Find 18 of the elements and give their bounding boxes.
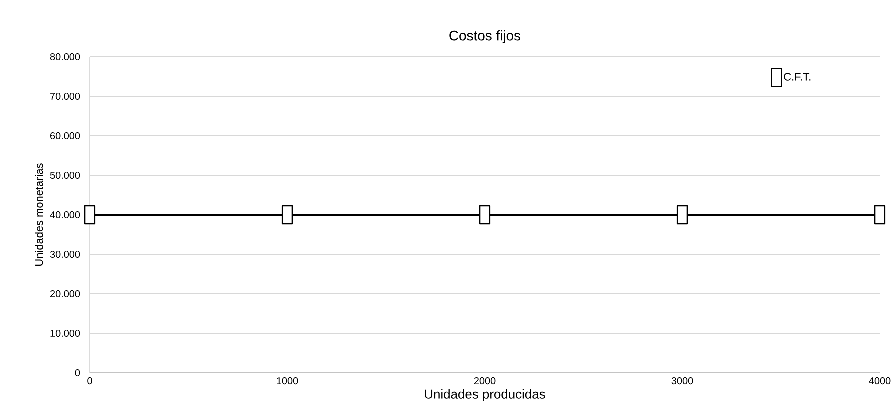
y-tick-label: 60.000 (50, 132, 80, 140)
y-tick-label: 10.000 (50, 330, 80, 338)
y-tick-label: 70.000 (50, 92, 80, 100)
x-tick-label: 2000 (474, 378, 496, 385)
legend-label: C.F.T. (784, 73, 811, 81)
x-tick-label: 3000 (672, 378, 694, 385)
x-tick-label: 4000 (869, 378, 891, 385)
x-tick-label: 1000 (277, 378, 298, 385)
y-tick-label: 80.000 (50, 53, 80, 61)
y-axis-title: Unidades monetarias (35, 164, 44, 266)
chart-title: Costos fijos (450, 30, 521, 44)
y-tick-label: 20.000 (50, 290, 80, 298)
y-tick-label: 50.000 (50, 172, 80, 180)
y-tick-label: 0 (75, 369, 80, 377)
x-axis-title: Unidades producidas (425, 389, 546, 402)
y-tick-label: 30.000 (50, 250, 80, 258)
x-tick-label: 0 (88, 378, 92, 385)
y-tick-label: 40.000 (50, 211, 80, 219)
